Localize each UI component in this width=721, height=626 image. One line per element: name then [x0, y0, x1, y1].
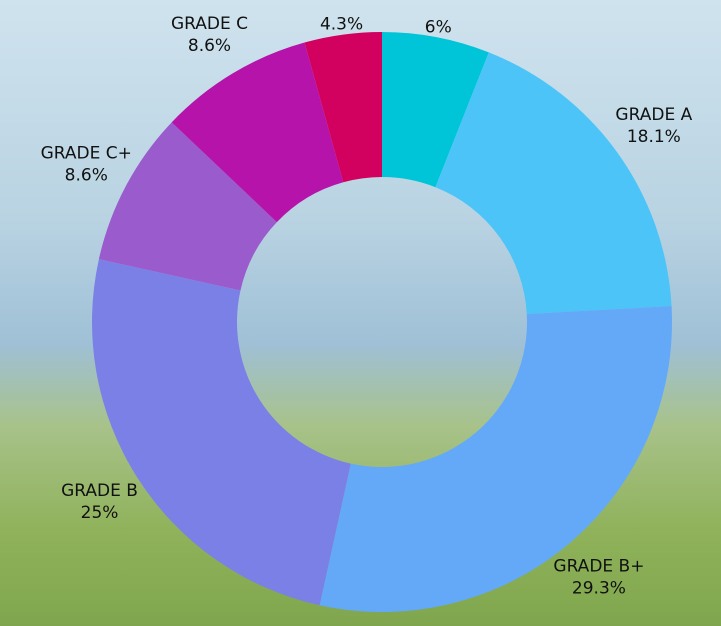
- slice-value: 18.1%: [627, 127, 681, 147]
- slice-value: 29.3%: [572, 578, 626, 598]
- donut-slice: [435, 52, 672, 315]
- donut-slice: [92, 259, 351, 606]
- slice-value: 6%: [425, 17, 452, 37]
- slice-label: GRADE A: [615, 105, 692, 125]
- donut-slice: [304, 32, 382, 183]
- slice-value: 25%: [81, 503, 119, 523]
- slice-label: GRADE B: [61, 481, 138, 501]
- slice-label: GRADE B+: [553, 556, 644, 576]
- slice-value: 8.6%: [65, 166, 108, 186]
- donut-slice: [98, 122, 277, 291]
- donut-slice: [319, 306, 672, 612]
- donut-slice: [171, 42, 344, 223]
- slice-value: 8.6%: [188, 36, 231, 56]
- slice-value: 4.3%: [320, 15, 363, 35]
- slice-label: GRADE C+: [41, 144, 132, 164]
- donut-slice: [382, 32, 489, 188]
- slice-label: GRADE C: [171, 14, 248, 34]
